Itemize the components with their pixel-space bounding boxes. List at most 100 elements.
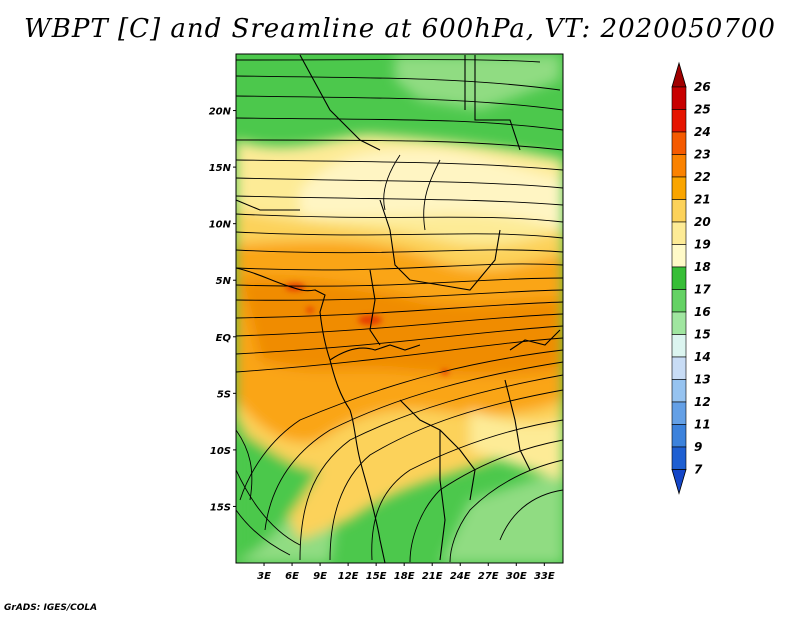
streamline xyxy=(236,509,291,556)
colorbar-label: 9 xyxy=(694,440,702,454)
streamline xyxy=(236,429,253,501)
colorbar-label: 20 xyxy=(694,215,711,229)
colorbar-label: 15 xyxy=(694,328,711,342)
field-dark-orange-core xyxy=(240,278,560,376)
colorbar-top-arrow xyxy=(671,61,687,88)
colorbar-segment xyxy=(671,289,687,313)
colorbar-label: 13 xyxy=(694,373,711,387)
streamline xyxy=(236,337,563,373)
coastline-and-borders xyxy=(236,54,561,563)
streamlines xyxy=(236,59,563,563)
lat-label: 5N xyxy=(216,276,232,287)
streamline xyxy=(236,231,563,239)
colorbar-segment xyxy=(671,176,687,200)
streamline xyxy=(236,117,563,131)
colorbar-label: 11 xyxy=(694,418,711,432)
colorbar: 26 25 24 23 22 21 20 19 18 17 16 15 14 13 12 11 9 7 xyxy=(671,61,711,495)
streamline xyxy=(449,459,563,563)
streamline xyxy=(299,374,563,561)
colorbar-label: 18 xyxy=(694,260,711,274)
streamline xyxy=(236,213,563,223)
field-cream-east-africa xyxy=(470,410,563,480)
country-border xyxy=(299,54,381,151)
streamline xyxy=(236,195,563,206)
lat-label: 10N xyxy=(209,220,232,231)
streamline xyxy=(423,159,441,231)
streamline xyxy=(236,75,561,91)
wbpt-shaded-field xyxy=(236,54,563,563)
map-title: WBPT [C] and Sreamline at 600hPa, VT: 20… xyxy=(24,14,776,44)
country-border xyxy=(439,430,446,561)
field-light-green-southeast xyxy=(440,470,563,563)
lon-label: 21E xyxy=(422,571,443,582)
country-border xyxy=(329,344,421,361)
map-frame xyxy=(235,53,564,564)
streamline xyxy=(236,301,563,319)
colorbar-label: 19 xyxy=(694,238,711,252)
lon-label: 24E xyxy=(450,571,471,582)
country-border xyxy=(474,55,521,151)
field-green-atlantic xyxy=(236,430,320,563)
colorbar-segment xyxy=(671,86,687,110)
colorbar-segment xyxy=(671,266,687,290)
lat-label: 5S xyxy=(217,389,231,400)
country-border xyxy=(504,379,531,471)
country-border xyxy=(509,329,561,351)
colorbar-segment xyxy=(671,109,687,133)
lon-label: 9E xyxy=(313,571,327,582)
lat-label: EQ xyxy=(216,333,232,344)
field-light-green-north xyxy=(395,55,560,110)
colorbar-label: 12 xyxy=(694,395,711,409)
lon-label: 33E xyxy=(534,571,555,582)
lat-label: 15N xyxy=(209,163,232,174)
streamline xyxy=(236,159,563,171)
country-border xyxy=(399,399,476,501)
lon-label: 30E xyxy=(506,571,527,582)
lat-label: 15S xyxy=(210,502,231,513)
colorbar-segment xyxy=(671,199,687,223)
longitude-axis: 3E 6E 9E 12E 15E 18E 21E 24E 27E 30E 33E xyxy=(257,563,555,582)
colorbar-label: 26 xyxy=(694,80,711,94)
colorbar-segment xyxy=(671,311,687,335)
colorbar-label: 14 xyxy=(694,350,711,364)
country-border xyxy=(369,269,381,346)
streamline xyxy=(236,139,563,151)
streamline xyxy=(236,325,563,355)
colorbar-label: 7 xyxy=(694,463,703,477)
colorbar-segment xyxy=(671,334,687,358)
country-border xyxy=(236,199,300,211)
lon-label: 18E xyxy=(394,571,415,582)
lon-label: 12E xyxy=(338,571,359,582)
streamline xyxy=(236,95,563,111)
colorbar-segment xyxy=(671,356,687,380)
colorbar-segment xyxy=(671,446,687,470)
colorbar-segment xyxy=(671,424,687,448)
streamline xyxy=(236,249,563,254)
lon-label: 15E xyxy=(366,571,387,582)
grads-credit: GrADS: IGES/COLA xyxy=(4,603,98,613)
colorbar-segment xyxy=(671,244,687,268)
streamline xyxy=(383,154,401,211)
colorbar-label: 25 xyxy=(694,103,711,117)
colorbar-label: 22 xyxy=(694,170,711,184)
lon-label: 3E xyxy=(257,571,271,582)
streamline xyxy=(371,419,563,561)
colorbar-segment xyxy=(671,379,687,403)
field-red-spot-1 xyxy=(358,315,382,325)
colorbar-label: 23 xyxy=(694,148,711,162)
colorbar-label: 21 xyxy=(694,193,711,207)
colorbar-label: 17 xyxy=(694,283,711,297)
colorbar-segment xyxy=(671,131,687,155)
colorbar-segment xyxy=(671,221,687,245)
lat-label: 10S xyxy=(210,446,231,457)
country-border xyxy=(379,199,501,291)
streamline xyxy=(239,349,563,501)
streamline xyxy=(236,263,563,271)
streamline xyxy=(329,389,563,561)
lon-label: 6E xyxy=(285,571,299,582)
field-red-spot-4 xyxy=(306,307,314,313)
streamline xyxy=(236,469,301,546)
colorbar-segment xyxy=(671,154,687,178)
streamline xyxy=(236,289,563,301)
